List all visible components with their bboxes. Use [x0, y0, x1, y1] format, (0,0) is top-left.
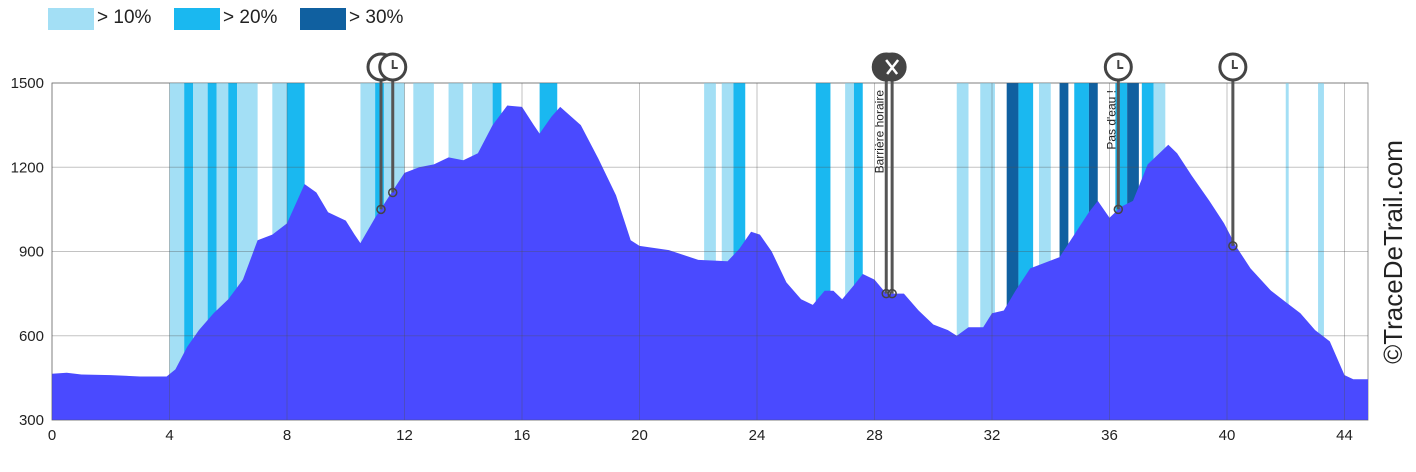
x-tick-label: 28: [866, 427, 883, 444]
slope-band: [169, 83, 185, 420]
x-tick-label: 40: [1219, 427, 1236, 444]
legend-label: > 20%: [223, 7, 278, 28]
x-tick-label: 8: [283, 427, 291, 444]
slope-band: [721, 83, 734, 420]
marker-point: [887, 288, 897, 299]
slope-band: [845, 83, 854, 420]
marker-point: [376, 204, 386, 215]
annotation: Pas d'eau !: [1105, 90, 1119, 150]
x-tick-label: 20: [631, 427, 648, 444]
clock-hands: [1117, 60, 1124, 69]
slope-band: [184, 83, 193, 420]
watermark: ©TraceDeTrail.com: [1378, 140, 1408, 364]
y-tick-label: 300: [19, 412, 44, 429]
slope-band: [1318, 83, 1324, 420]
x-tick-label: 4: [165, 427, 173, 444]
y-tick-label: 900: [19, 244, 44, 261]
slope-band: [853, 83, 863, 420]
slope-band: [956, 83, 969, 420]
x-tick-label: 36: [1101, 427, 1118, 444]
slope-band: [216, 83, 229, 420]
x-tick-label: 16: [514, 427, 531, 444]
food-glyph: [885, 59, 900, 75]
legend-swatch: [300, 8, 346, 30]
legend-label: > 30%: [349, 7, 404, 28]
slope-band: [207, 83, 217, 420]
y-tick-label: 1500: [11, 75, 44, 92]
legend-swatch: [174, 8, 220, 30]
slope-band: [1039, 83, 1051, 420]
x-tick-label: 12: [396, 427, 413, 444]
elevation-area: [52, 105, 1368, 420]
legend-label: > 10%: [97, 7, 152, 28]
x-tick-label: 32: [984, 427, 1001, 444]
marker-point: [1228, 241, 1238, 251]
x-tick-label: 44: [1336, 427, 1353, 444]
slope-band: [1285, 83, 1289, 420]
slope-band: [228, 83, 238, 420]
annotation: Barrière horaire: [873, 90, 887, 174]
y-tick-label: 600: [19, 328, 44, 345]
marker-point: [388, 187, 398, 198]
x-tick-label: 0: [48, 427, 56, 444]
slope-band: [704, 83, 716, 420]
x-tick-label: 24: [749, 427, 766, 444]
y-tick-label: 1200: [11, 159, 44, 176]
legend-swatch: [48, 8, 94, 30]
clock-hands: [391, 60, 398, 69]
marker-point: [1113, 204, 1124, 215]
marker-point: [881, 288, 891, 299]
clock-hands: [1231, 60, 1238, 69]
slope-band: [1006, 83, 1019, 420]
